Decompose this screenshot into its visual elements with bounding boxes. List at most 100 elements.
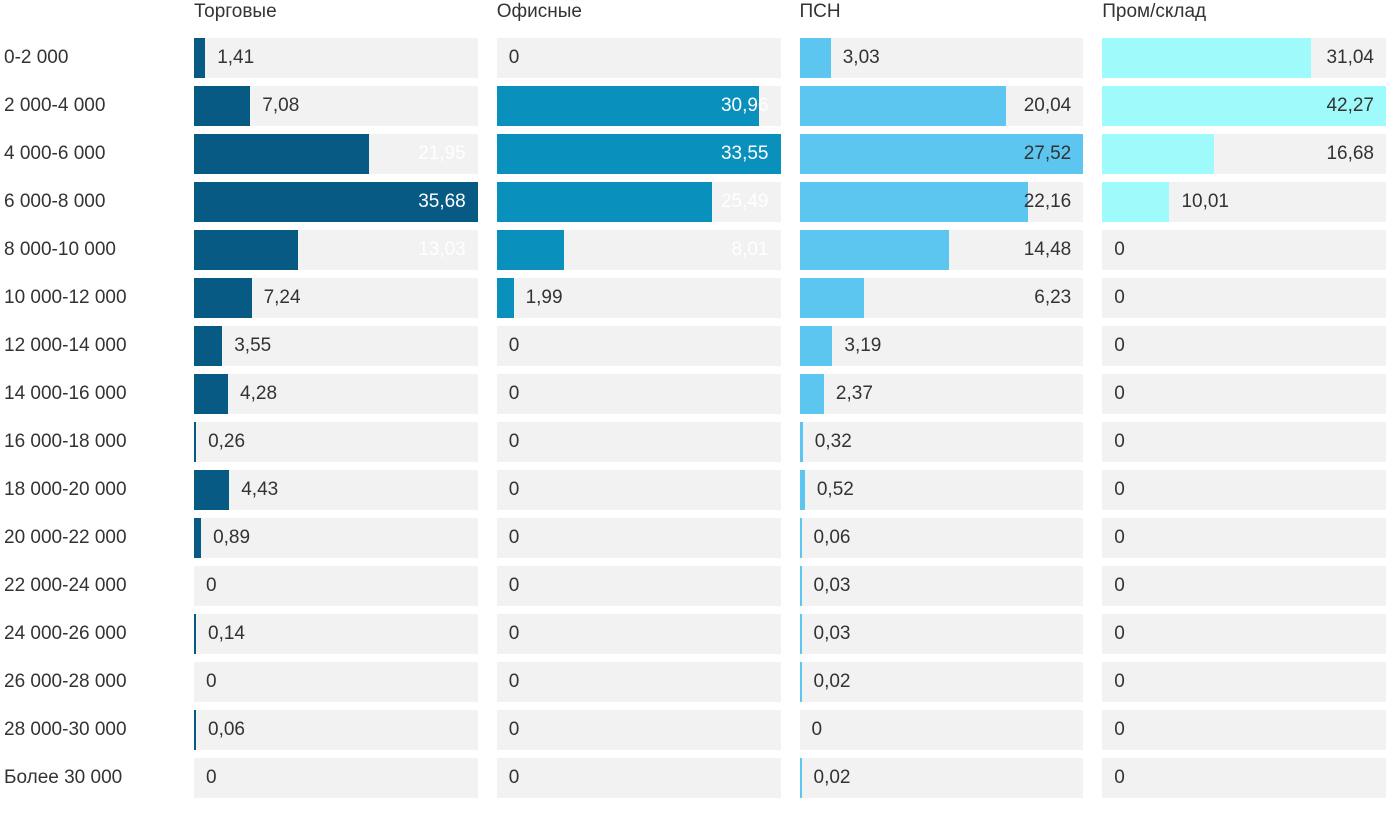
bar [194, 38, 206, 78]
bar-track: 0 [194, 758, 478, 798]
bar-track: 0 [1102, 662, 1386, 702]
bar [799, 422, 803, 462]
bar [496, 134, 781, 174]
bar [496, 278, 514, 318]
bar-track: 7,08 [194, 86, 478, 126]
bar-track: 0,06 [799, 518, 1084, 558]
bar-track: 0,52 [799, 470, 1084, 510]
bar-track: 16,68 [1102, 134, 1386, 174]
value-label: 0 [1114, 527, 1125, 548]
value-label: 16,68 [1326, 143, 1374, 164]
column-header: ПСН [799, 1, 841, 22]
value-label: 20,04 [1023, 95, 1072, 116]
bar [1102, 182, 1170, 222]
value-label: 0 [508, 47, 520, 68]
bar [194, 230, 298, 270]
bar [799, 662, 802, 702]
value-label: 7,24 [263, 287, 301, 308]
bar-track: 0 [1102, 518, 1386, 558]
value-label: 0 [508, 575, 520, 596]
bar-track: 0 [496, 38, 781, 78]
value-label: 4,43 [241, 479, 279, 500]
value-label: 0 [508, 671, 520, 692]
bar-track: 0 [496, 374, 781, 414]
bar [194, 86, 251, 126]
value-label: 1,99 [525, 287, 563, 308]
value-label: 35,68 [418, 191, 466, 212]
value-label: 0 [206, 575, 217, 596]
bar-track: 3,03 [799, 38, 1084, 78]
value-label: 0 [1114, 431, 1125, 452]
bar-track: 0,89 [194, 518, 478, 558]
value-label: 6,23 [1034, 287, 1072, 308]
value-label: 0,89 [213, 527, 251, 548]
bar [194, 614, 196, 654]
bar-track: 0,32 [799, 422, 1084, 462]
value-label: 22,16 [1023, 191, 1072, 212]
value-label: 27,52 [1023, 143, 1072, 164]
value-label: 0 [508, 431, 520, 452]
value-label: 31,04 [1326, 47, 1374, 68]
bar-track: 27,52 [799, 134, 1084, 174]
value-label: 25,49 [720, 191, 769, 212]
value-label: 0 [508, 383, 520, 404]
value-label: 4,28 [240, 383, 278, 404]
value-label: 0 [1114, 383, 1125, 404]
value-label: 1,41 [217, 47, 255, 68]
bar [799, 230, 949, 270]
value-label: 0 [1114, 767, 1125, 788]
value-label: 33,55 [720, 143, 769, 164]
bar-track: 35,68 [194, 182, 478, 222]
bar [799, 518, 802, 558]
value-label: 3,03 [842, 47, 880, 68]
value-label: 0 [206, 767, 217, 788]
bar [799, 758, 802, 798]
bar-track: 0 [1102, 278, 1386, 318]
value-label: 0 [1114, 719, 1125, 740]
value-label: 0 [1114, 335, 1125, 356]
bar-track: 10,01 [1102, 182, 1386, 222]
row-label: 22 000-24 000 [4, 575, 127, 596]
value-label: 0,14 [208, 623, 245, 644]
bar [194, 326, 223, 366]
bar-track: 0 [496, 566, 781, 606]
row-label: 16 000-18 000 [4, 431, 127, 452]
bar [496, 230, 565, 270]
value-label: 0 [1114, 671, 1125, 692]
value-label: 21,95 [418, 143, 466, 164]
bar [799, 566, 802, 606]
bar [799, 134, 1084, 174]
bar-track: 0,03 [799, 566, 1084, 606]
bar-track: 4,43 [194, 470, 478, 510]
row-label: 18 000-20 000 [4, 479, 127, 500]
value-label: 3,55 [234, 335, 272, 356]
bar-track: 0 [1102, 470, 1386, 510]
bar [799, 38, 831, 78]
bar [799, 182, 1028, 222]
bar [194, 710, 196, 750]
row-label: 28 000-30 000 [4, 719, 127, 740]
bar [496, 182, 713, 222]
bar-track: 25,49 [496, 182, 781, 222]
value-label: 0,03 [813, 623, 851, 644]
bar [799, 614, 802, 654]
value-label: 0 [508, 479, 520, 500]
bar-track: 0,03 [799, 614, 1084, 654]
value-label: 0 [1114, 239, 1125, 260]
bar-track: 0 [496, 758, 781, 798]
value-label: 0,03 [813, 575, 851, 596]
column-header: Пром/склад [1102, 1, 1207, 22]
bar-track: 0 [1102, 326, 1386, 366]
value-label: 13,03 [418, 239, 466, 260]
bar-track: 7,24 [194, 278, 478, 318]
row-label: 6 000-8 000 [4, 191, 106, 212]
bar-track: 0 [496, 662, 781, 702]
bar-track: 0 [1102, 614, 1386, 654]
value-label: 0,02 [813, 767, 851, 788]
bar-track: 6,23 [799, 278, 1084, 318]
value-label: 0 [508, 767, 520, 788]
bar-track: 2,37 [799, 374, 1084, 414]
bar-track: 0 [1102, 422, 1386, 462]
bar [194, 470, 230, 510]
bar-track: 20,04 [799, 86, 1084, 126]
